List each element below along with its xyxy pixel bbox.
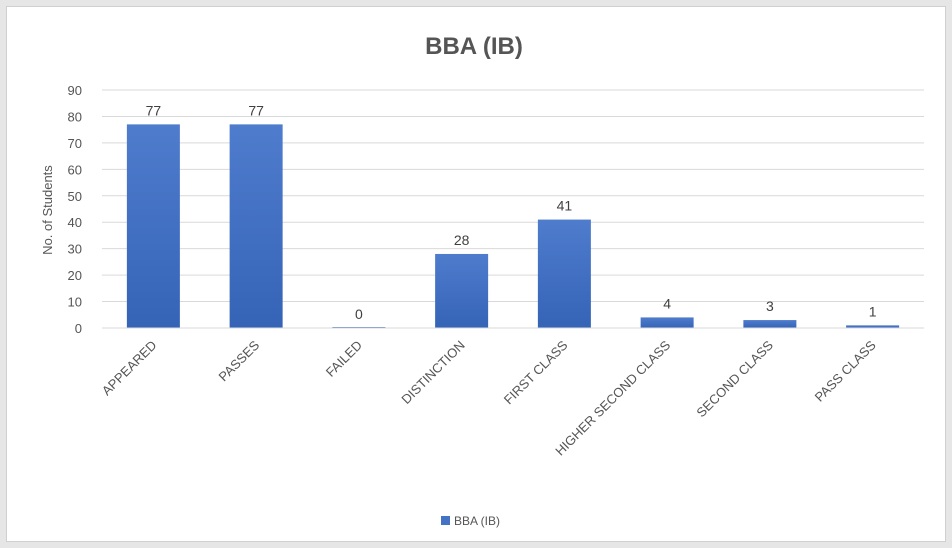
data-label: 77 — [146, 102, 162, 118]
y-tick-label: 10 — [68, 295, 82, 310]
bar — [743, 320, 797, 328]
data-label: 28 — [454, 232, 470, 248]
data-label: 77 — [248, 102, 264, 118]
legend: BBA (IB) — [441, 514, 500, 528]
bar — [640, 317, 694, 328]
data-label: 4 — [663, 295, 671, 311]
y-tick-label: 60 — [68, 162, 82, 177]
legend-swatch — [441, 516, 450, 525]
data-label: 41 — [557, 198, 573, 214]
bar — [846, 325, 900, 328]
bar — [126, 124, 180, 328]
x-tick-label: PASSES — [216, 337, 263, 384]
bar — [229, 124, 283, 328]
x-tick-label: PASS CLASS — [812, 337, 879, 404]
y-tick-label: 50 — [68, 189, 82, 204]
gridlines — [102, 89, 924, 303]
y-tick-label: 20 — [68, 268, 82, 283]
y-axis-label: No. of Students — [40, 165, 55, 255]
data-label: 3 — [766, 298, 774, 314]
bar — [537, 219, 591, 328]
y-axis-ticks: 0 10 20 30 40 50 60 70 80 90 — [68, 83, 82, 336]
x-axis-ticks: APPEARED PASSES FAILED DISTINCTION FIRST CLA… — [99, 337, 879, 458]
data-label: 1 — [869, 303, 877, 319]
data-labels: 77 77 0 28 41 4 3 1 — [146, 102, 877, 322]
legend-label: BBA (IB) — [454, 514, 500, 528]
bars — [126, 124, 900, 328]
y-tick-label: 40 — [68, 215, 82, 230]
y-tick-label: 70 — [68, 136, 82, 151]
x-tick-label: SECOND CLASS — [693, 337, 776, 420]
x-tick-label: APPEARED — [99, 338, 160, 399]
chart-title: BBA (IB) — [425, 33, 523, 60]
bar — [435, 253, 489, 328]
y-tick-label: 30 — [68, 242, 82, 257]
x-tick-label: FAILED — [323, 338, 365, 380]
y-tick-label: 90 — [68, 83, 82, 98]
y-tick-label: 0 — [75, 321, 82, 336]
x-tick-label: DISTINCTION — [398, 338, 467, 407]
y-tick-label: 80 — [68, 109, 82, 124]
x-tick-label: FIRST CLASS — [501, 337, 571, 407]
data-label: 0 — [355, 306, 363, 322]
x-tick-label: HIGHER SECOND CLASS — [552, 337, 673, 458]
